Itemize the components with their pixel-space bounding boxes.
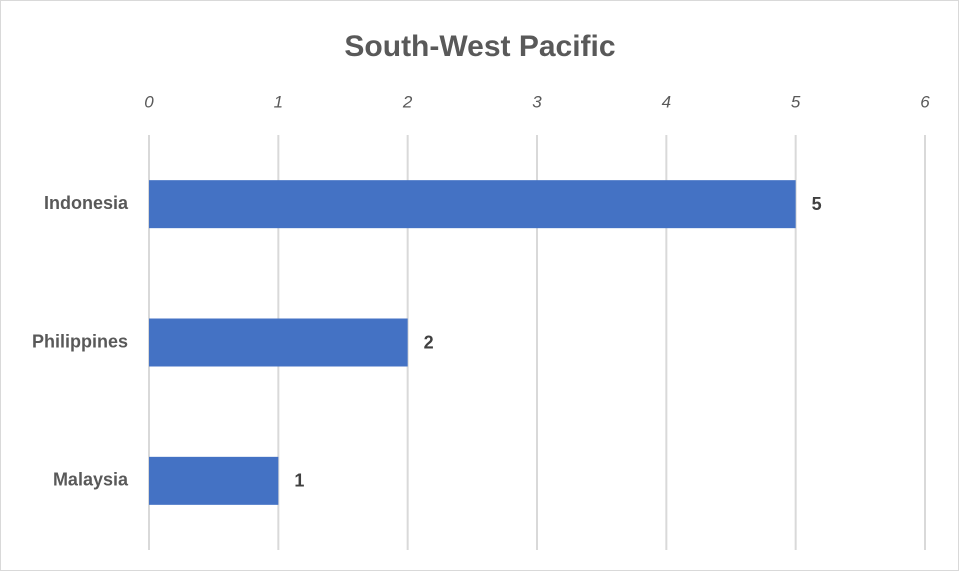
x-tick-label: 5: [791, 92, 801, 111]
chart-title: South-West Pacific: [344, 30, 615, 63]
data-label: 5: [812, 194, 822, 214]
bar: [149, 180, 796, 229]
x-tick-label: 2: [402, 92, 413, 111]
x-tick-label: 6: [920, 92, 930, 111]
bar: [149, 318, 408, 367]
bar: [149, 456, 279, 505]
x-tick-label: 3: [532, 92, 542, 111]
y-tick-label: Indonesia: [44, 193, 129, 213]
y-tick-label: Malaysia: [53, 470, 129, 490]
x-tick-label: 4: [662, 92, 671, 111]
x-tick-label: 1: [274, 92, 283, 111]
x-tick-label: 0: [144, 92, 154, 111]
data-label: 2: [424, 332, 434, 352]
data-label: 1: [294, 471, 304, 491]
y-tick-label: Philippines: [32, 331, 128, 351]
